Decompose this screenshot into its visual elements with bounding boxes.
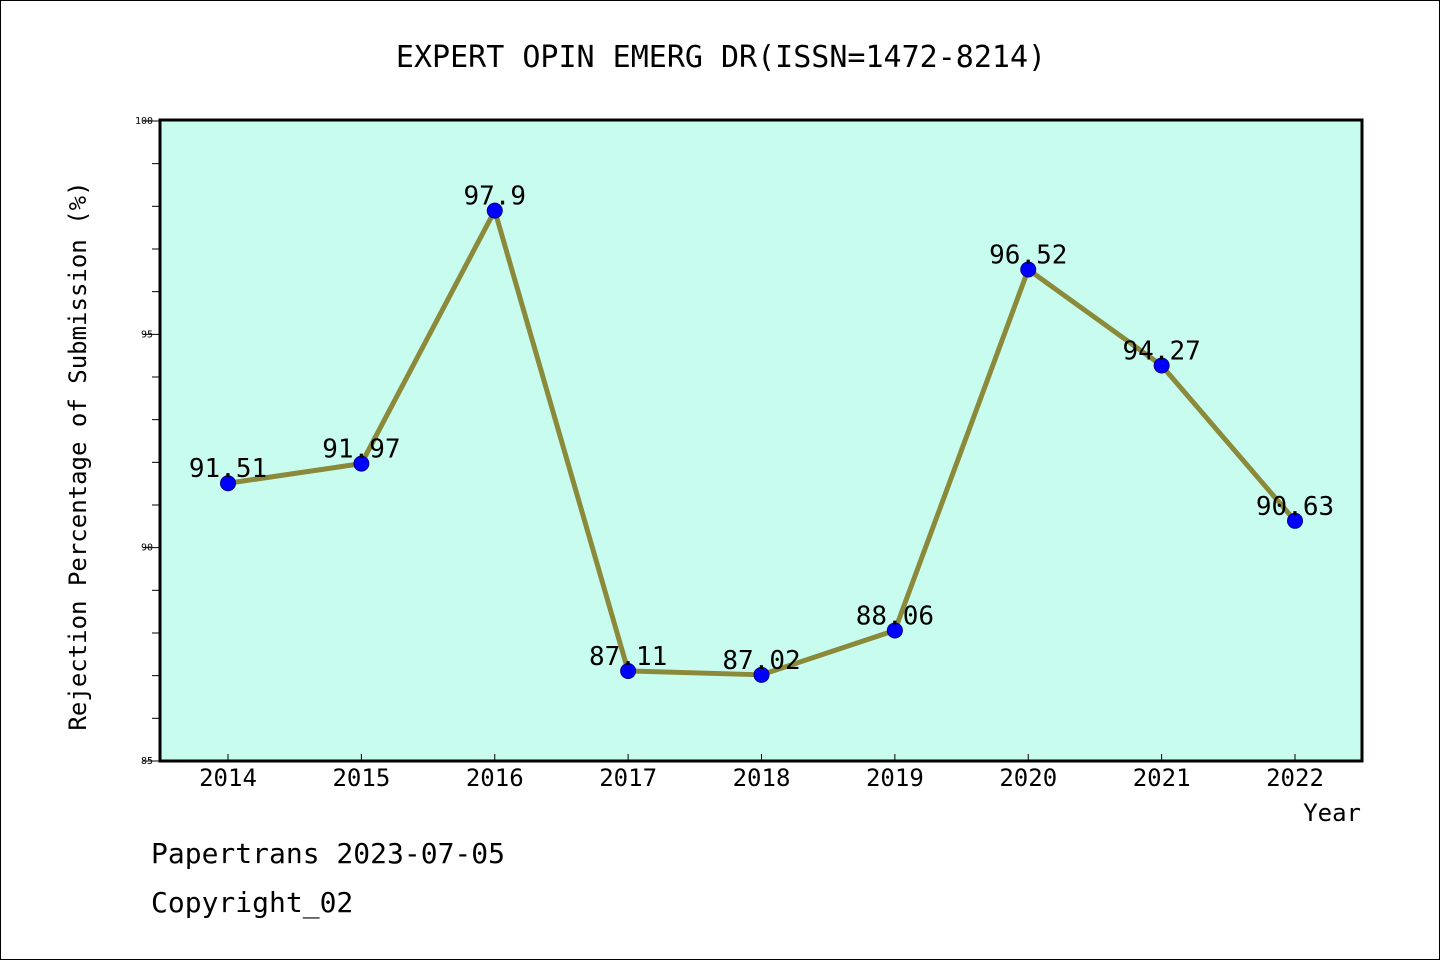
data-label: 94.27 xyxy=(1122,336,1200,366)
x-tick-label: 2019 xyxy=(866,764,924,792)
x-axis-label: Year xyxy=(1303,799,1361,827)
data-point xyxy=(620,662,637,679)
y-tick-label: 85 xyxy=(141,756,153,767)
x-tick-label: 2017 xyxy=(599,764,657,792)
y-axis-ticks: 85 90 95 100 xyxy=(135,116,161,767)
data-label: 90.63 xyxy=(1256,492,1334,522)
x-tick-label: 2022 xyxy=(1266,764,1324,792)
data-label: 87.11 xyxy=(589,642,667,672)
x-tick-label: 2016 xyxy=(466,764,524,792)
data-point xyxy=(1287,512,1303,529)
data-points xyxy=(220,202,1303,683)
data-label: 91.97 xyxy=(322,435,400,465)
footer-date-text: Papertrans 2023-07-05 xyxy=(151,837,506,870)
y-tick-label: 90 xyxy=(141,543,153,554)
x-tick-label: 2018 xyxy=(733,764,791,792)
data-label: 96.52 xyxy=(989,240,1067,270)
data-label: 97.9 xyxy=(463,182,526,212)
x-tick-label: 2021 xyxy=(1133,764,1191,792)
y-tick-label: 95 xyxy=(141,329,153,340)
y-axis-label: Rejection Percentage of Submission (%) xyxy=(64,181,92,730)
x-tick-label: 2015 xyxy=(332,764,390,792)
data-label: 87.02 xyxy=(722,646,800,676)
data-point xyxy=(486,202,503,219)
x-axis-ticks: 2014 2015 2016 2017 2018 2019 2020 2021 2022 xyxy=(199,754,1324,792)
data-point xyxy=(1020,261,1037,278)
x-tick-label: 2014 xyxy=(199,764,257,792)
footer-copyright-text: Copyright_02 xyxy=(151,886,354,919)
x-tick-label: 2020 xyxy=(999,764,1057,792)
data-point xyxy=(1153,357,1170,374)
data-labels: 91.51 91.97 97.9 87.11 87.02 88.06 96.52 94.27 9… xyxy=(189,182,1334,676)
data-point xyxy=(353,455,370,472)
data-point xyxy=(753,666,770,683)
data-label: 88.06 xyxy=(856,601,934,631)
data-point xyxy=(886,622,903,639)
data-label: 91.51 xyxy=(189,454,267,484)
y-tick-label: 100 xyxy=(135,116,153,127)
plot-area xyxy=(158,118,1364,763)
data-point xyxy=(220,475,236,492)
chart-title: EXPERT OPIN EMERG DR(ISSN=1472-8214) xyxy=(396,40,1046,75)
